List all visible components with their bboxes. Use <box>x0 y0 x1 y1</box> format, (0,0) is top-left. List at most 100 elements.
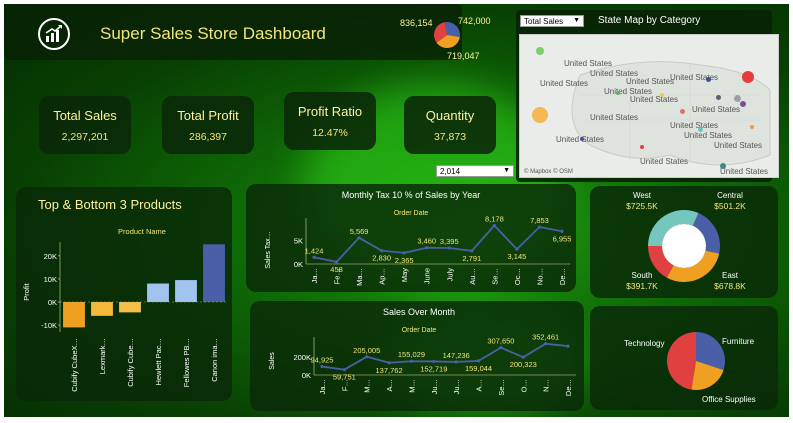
map-marker[interactable] <box>532 107 548 123</box>
kpi-total-profit: Total Profit 286,397 <box>162 96 254 154</box>
bar <box>91 302 113 316</box>
donut-slice <box>666 250 720 282</box>
y-tick-label: 5K <box>294 236 303 245</box>
map-marker[interactable] <box>720 163 726 169</box>
y-tick-label: 20K <box>44 252 57 261</box>
map-marker[interactable] <box>660 93 664 97</box>
data-label: 3,395 <box>440 237 459 246</box>
data-label: 2,365 <box>395 256 414 265</box>
map-marker[interactable] <box>698 127 703 132</box>
state-map-title: State Map by Category <box>598 15 701 26</box>
data-point <box>476 359 481 363</box>
map-label: United States <box>604 87 653 96</box>
y-axis-label: Sales <box>269 352 276 370</box>
data-label: 352,461 <box>532 333 559 342</box>
x-tick-label: M… <box>363 379 372 393</box>
x-tick-label: Hewlett Pac… <box>154 338 163 386</box>
x-tick-label: May <box>400 268 409 282</box>
x-tick-label: July <box>445 268 454 282</box>
data-label: 6,955 <box>553 234 572 243</box>
top-bottom-title: Top & Bottom 3 Products <box>38 197 182 212</box>
sales-panel <box>250 301 584 411</box>
data-label: 159,044 <box>465 364 492 373</box>
mini-pie-label: 719,047 <box>447 51 480 61</box>
series-line <box>321 342 569 371</box>
x-tick-label: De… <box>564 379 573 396</box>
x-tick-label: Ja… <box>310 268 319 283</box>
data-point <box>357 236 361 240</box>
kpi-quantity: Quantity 37,873 <box>404 96 496 154</box>
data-label: 94,925 <box>311 356 334 365</box>
data-label: 1,424 <box>305 246 324 255</box>
region-value: $725.5K <box>626 201 658 211</box>
y-tick-label: 200K <box>293 353 311 362</box>
bar <box>63 302 85 328</box>
data-point <box>454 360 458 364</box>
map-marker[interactable] <box>680 109 685 114</box>
x-tick-label: M… <box>407 379 416 393</box>
region-label: East <box>722 271 739 280</box>
map-label: United States <box>626 77 675 86</box>
map-marker[interactable] <box>706 77 711 82</box>
x-tick-label: N… <box>542 379 551 392</box>
category-label: Technology <box>624 339 664 348</box>
region-donut-chart: West$725.5K Central$501.2K East$678.8K Sout… <box>626 191 746 291</box>
data-point <box>544 342 548 346</box>
data-point <box>521 355 525 359</box>
mini-pie-label: 836,154 <box>400 18 433 28</box>
mini-pie-slice <box>436 35 460 49</box>
data-label: 3,145 <box>508 252 527 261</box>
map-marker[interactable] <box>580 137 584 141</box>
x-tick-label: O… <box>519 379 528 392</box>
data-label: 458 <box>330 265 343 274</box>
map-marker[interactable] <box>740 101 746 107</box>
map-label: United States <box>684 131 733 140</box>
tax-panel <box>246 184 576 292</box>
state-map[interactable]: United States United States United State… <box>519 34 779 178</box>
chevron-down-icon: ▼ <box>573 17 580 24</box>
kpi-label: Total Sales <box>53 108 117 123</box>
map-marker[interactable] <box>616 91 620 95</box>
region-label: West <box>633 191 652 200</box>
map-marker[interactable] <box>734 95 741 102</box>
y-tick-label: 0K <box>302 371 311 380</box>
x-tick-label: June <box>423 268 432 284</box>
map-label: United States <box>670 73 719 82</box>
map-label: United States <box>720 167 769 176</box>
year-select[interactable]: 2,014 ▼ <box>436 165 514 177</box>
map-label: United States <box>692 105 741 114</box>
pie-slice <box>691 361 724 390</box>
map-marker[interactable] <box>742 71 754 83</box>
data-label: 5,569 <box>350 227 369 236</box>
series-line <box>313 224 563 263</box>
data-label: 152,719 <box>420 364 447 373</box>
measure-select[interactable]: Total Sales ▼ <box>520 15 584 27</box>
dashboard: Super Sales Store Dashboard 836,154 742,… <box>4 4 789 417</box>
data-point <box>402 251 406 255</box>
kpi-label: Quantity <box>425 108 475 123</box>
map-marker[interactable] <box>750 125 754 129</box>
chevron-down-icon: ▼ <box>503 167 510 174</box>
map-label: United States <box>540 79 589 88</box>
chart-header: Order Date <box>394 210 429 217</box>
map-marker[interactable] <box>536 47 544 55</box>
x-tick-label: Ma… <box>355 268 364 286</box>
map-marker[interactable] <box>640 145 644 149</box>
donut-hole <box>662 224 706 268</box>
category-pie-chart: Technology Furniture Office Supplies <box>624 332 756 404</box>
y-axis-label: Profit <box>22 282 31 300</box>
data-point <box>492 223 496 228</box>
map-attribution: © Mapbox © OSM <box>524 169 573 175</box>
map-basemap <box>571 61 771 166</box>
x-tick-label: Cubify CubeX… <box>70 338 79 392</box>
map-marker[interactable] <box>716 95 721 100</box>
data-point <box>409 359 414 363</box>
mini-pie-slice <box>434 22 447 43</box>
map-label: United States <box>564 59 613 68</box>
map-label: United States <box>590 69 639 78</box>
page-title: Super Sales Store Dashboard <box>100 24 326 43</box>
data-label: 307,650 <box>487 337 514 346</box>
map-label: United States <box>630 95 679 104</box>
data-label: 2,830 <box>372 254 391 263</box>
data-point <box>432 359 436 364</box>
